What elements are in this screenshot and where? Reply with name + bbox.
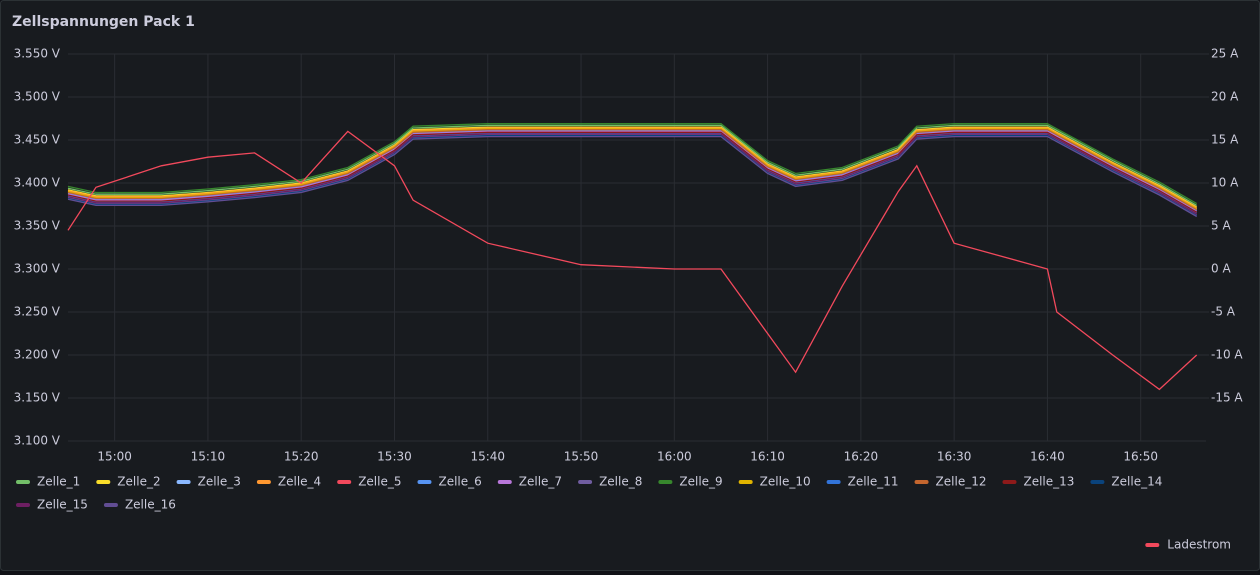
legend-item: Zelle_8 [578, 475, 642, 489]
legend-item: Zelle_16 [103, 498, 176, 512]
y-tick-label: 3.500 V [14, 90, 61, 104]
y-tick-label: 3.350 V [14, 219, 61, 233]
y2-tick-label: 5 A [1211, 219, 1231, 233]
y-tick-label: 3.200 V [14, 348, 61, 362]
x-tick-label: 15:30 [377, 450, 412, 464]
legend-label: Zelle_2 [117, 475, 160, 489]
legend-label: Ladestrom [1167, 538, 1231, 552]
x-tick-label: 16:50 [1123, 450, 1158, 464]
series-line [67, 132, 1198, 214]
series-line [67, 128, 1198, 210]
legend-label: Zelle_7 [519, 475, 562, 489]
y2-tick-label: 15 A [1211, 133, 1239, 147]
y-tick-label: 3.550 V [14, 47, 61, 61]
y-tick-label: 3.300 V [14, 262, 61, 276]
legend-label: Zelle_10 [760, 475, 811, 489]
series-line [67, 124, 1198, 206]
legend-label: Zelle_12 [936, 475, 987, 489]
legend-label: Zelle_15 [37, 498, 88, 512]
x-tick-label: 15:20 [284, 450, 319, 464]
y2-tick-label: 10 A [1211, 176, 1239, 190]
x-tick-label: 15:50 [564, 450, 599, 464]
legend-item: Zelle_15 [16, 498, 88, 512]
legend-item: Zelle_13 [1002, 475, 1074, 489]
x-tick-label: 16:30 [937, 450, 972, 464]
legend-label: Zelle_16 [125, 498, 176, 512]
y-tick-label: 3.250 V [14, 305, 61, 319]
x-tick-label: 15:00 [97, 450, 132, 464]
y2-tick-label: 20 A [1211, 90, 1239, 104]
legend-swatch [176, 480, 191, 484]
legend-item: Zelle_14 [1090, 475, 1162, 489]
legend-swatch [1002, 480, 1017, 484]
series-line [67, 126, 1198, 208]
legend-swatch [103, 503, 118, 507]
series-line [67, 123, 1198, 205]
legend-swatch [497, 480, 512, 484]
series-line [67, 127, 1198, 209]
legend-swatch [826, 480, 841, 484]
legend-swatch [658, 480, 673, 484]
legend-swatch [417, 480, 432, 484]
legend-item: Zelle_9 [658, 475, 723, 489]
legend-swatch [578, 480, 593, 484]
legend-label: Zelle_6 [438, 475, 481, 489]
series-line [67, 129, 1198, 212]
series-line [67, 131, 1198, 213]
legend-item: Zelle_4 [256, 475, 321, 489]
x-tick-label: 16:10 [750, 450, 785, 464]
y2-tick-label: -5 A [1211, 305, 1236, 319]
y-tick-label: 3.400 V [14, 176, 61, 190]
legend-item: Zelle_1 [16, 475, 80, 489]
series-line [67, 135, 1198, 217]
legend-label: Zelle_13 [1023, 475, 1074, 489]
legend-item: Zelle_7 [497, 475, 562, 489]
legend-item: Zelle_6 [417, 475, 482, 489]
series-line [67, 135, 1198, 218]
series-line [67, 129, 1198, 211]
legend-swatch [1090, 480, 1105, 484]
x-tick-label: 16:40 [1030, 450, 1065, 464]
series-line [67, 133, 1198, 215]
legend-swatch [96, 480, 111, 484]
legend-label: Zelle_14 [1111, 475, 1162, 489]
legend-item: Zelle_10 [738, 475, 811, 489]
legend-item: Zelle_2 [96, 475, 161, 489]
legend-item: Zelle_11 [826, 475, 899, 489]
legend-label: Zelle_1 [37, 475, 80, 489]
legend-label: Zelle_4 [278, 475, 321, 489]
chart-title: Zellspannungen Pack 1 [12, 14, 195, 30]
legend-swatch [256, 480, 271, 484]
legend-label: Zelle_3 [198, 475, 241, 489]
y2-tick-label: -10 A [1211, 348, 1243, 362]
x-tick-label: 16:20 [844, 450, 879, 464]
y2-tick-label: 25 A [1211, 47, 1239, 61]
y2-tick-label: -15 A [1211, 391, 1243, 405]
legend-swatch [1145, 543, 1160, 547]
series-line [67, 134, 1198, 216]
legend-item: Zelle_12 [914, 475, 987, 489]
series-line [67, 130, 1198, 391]
legend-swatch [337, 480, 352, 484]
legend-label: Zelle_11 [848, 475, 899, 489]
y-tick-label: 3.100 V [14, 434, 61, 448]
legend-label: Zelle_8 [599, 475, 642, 489]
legend-swatch [914, 480, 929, 484]
y2-tick-label: 0 A [1211, 262, 1231, 276]
legend-swatch [16, 503, 30, 507]
legend-swatch [738, 480, 753, 484]
legend-item: Zelle_5 [337, 475, 401, 489]
legend-item: Zelle_3 [176, 475, 241, 489]
legend-label: Zelle_5 [358, 475, 401, 489]
legend-label: Zelle_9 [679, 475, 722, 489]
y-tick-label: 3.150 V [14, 391, 61, 405]
legend-swatch [16, 480, 30, 484]
x-tick-label: 15:40 [470, 450, 505, 464]
x-tick-label: 16:00 [657, 450, 692, 464]
y-tick-label: 3.450 V [14, 133, 61, 147]
series-line [67, 130, 1198, 212]
x-tick-label: 15:10 [191, 450, 226, 464]
